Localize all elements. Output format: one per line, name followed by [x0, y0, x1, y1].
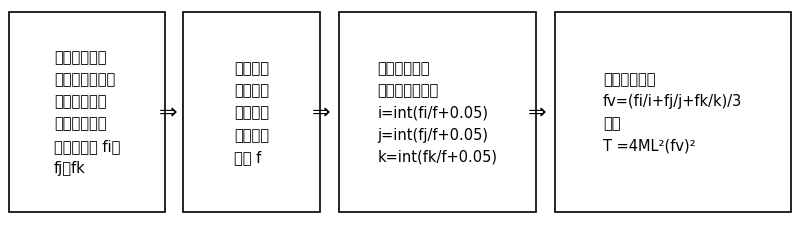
- Text: 确定基本频率
fv=(fi/i+fj/j+fk/k)/3
索力
T =4ML²(fv)²: 确定基本频率 fv=(fi/i+fj/j+fk/k)/3 索力 T =4ML²(…: [603, 72, 742, 153]
- Text: 确定各频率对
应的可能阶次：
i=int(fi/f+0.05)
j=int(fj/f+0.05)
k=int(fk/f+0.05): 确定各频率对 应的可能阶次： i=int(fi/f+0.05) j=int(fj…: [378, 61, 498, 164]
- Text: ⇒: ⇒: [528, 103, 546, 122]
- FancyBboxPatch shape: [554, 13, 790, 212]
- Text: ⇒: ⇒: [312, 103, 330, 122]
- Text: 利用三个
高峰对应
频率值的
差求基频
初值 f: 利用三个 高峰对应 频率值的 差求基频 初值 f: [234, 61, 270, 164]
- FancyBboxPatch shape: [183, 13, 320, 212]
- FancyBboxPatch shape: [10, 13, 165, 212]
- Text: 读取频谱图中
最高峰、次最高
峰与第三高峰
对应的三个频
率值分别为 fi、
fj、fk: 读取频谱图中 最高峰、次最高 峰与第三高峰 对应的三个频 率值分别为 fi、 f…: [54, 50, 120, 175]
- FancyBboxPatch shape: [338, 13, 536, 212]
- Text: ⇒: ⇒: [158, 103, 177, 122]
